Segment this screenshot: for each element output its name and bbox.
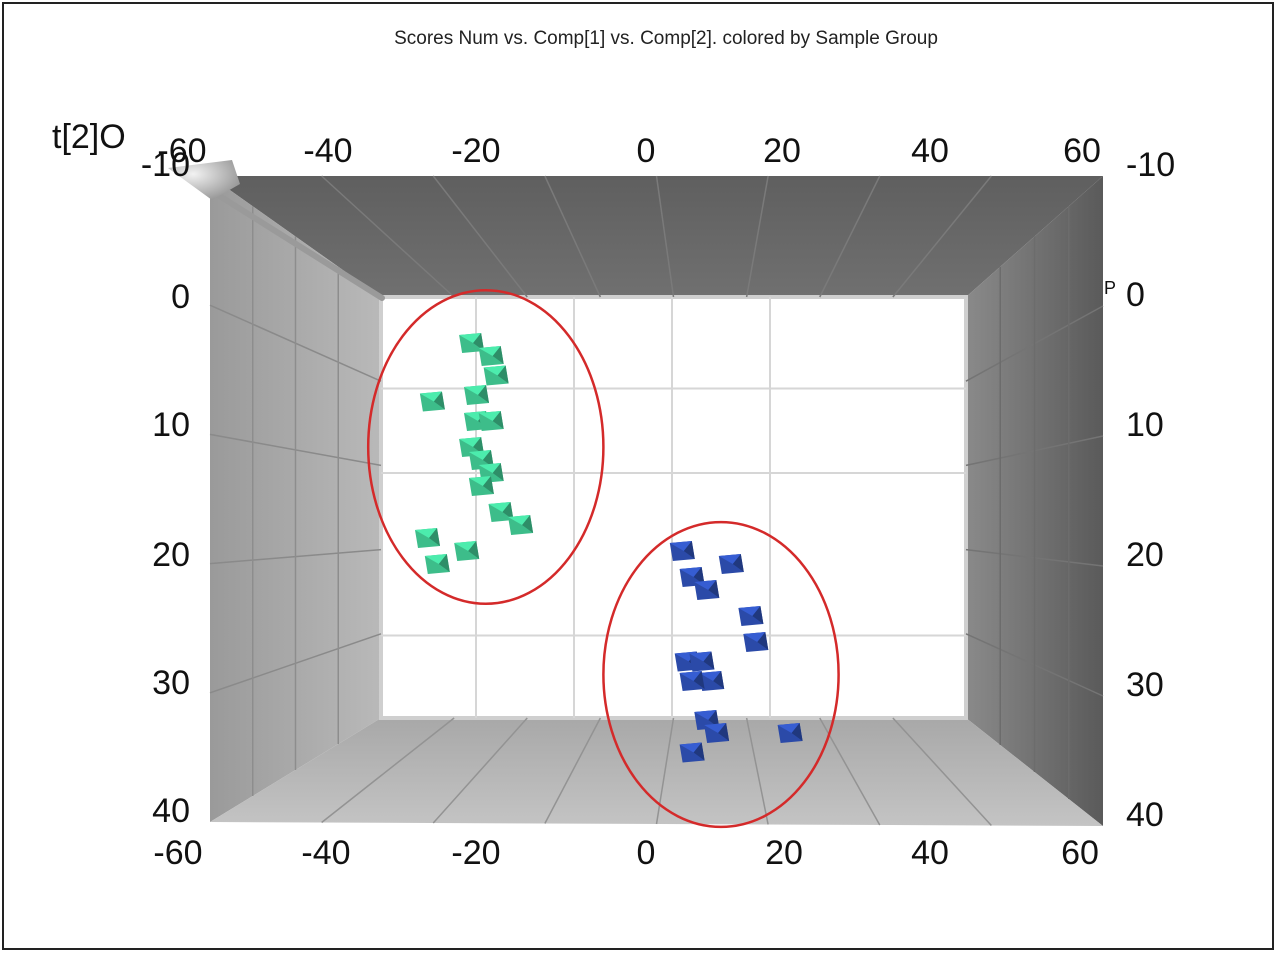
axis-rod: [207, 187, 385, 301]
data-point: [454, 541, 480, 561]
x-tick-label-bottom: -40: [301, 834, 350, 872]
data-point: [478, 411, 504, 431]
data-point: [478, 346, 504, 366]
top-tick-labels: -60 -40 -20 0 20 40 60: [157, 132, 1100, 170]
y-tick-label-left: 20: [152, 536, 190, 574]
x-tick-label-top: -40: [303, 132, 352, 170]
cluster-ellipse: [366, 288, 605, 606]
x-tick-label-top: 60: [1063, 132, 1101, 170]
data-point: [718, 554, 744, 574]
x-tick-label-top: -20: [451, 132, 500, 170]
y-tick-label-right: 20: [1126, 536, 1164, 574]
x-tick-label-bottom: -60: [153, 834, 202, 872]
x-tick-label-bottom: -20: [451, 834, 500, 872]
y-tick-label-right: 0: [1126, 276, 1145, 314]
top-wall-grid-line: [819, 175, 881, 298]
x-tick-label-bottom: 20: [765, 834, 803, 872]
top-wall-grid-line: [745, 175, 769, 298]
y-tick-label-left: 30: [152, 664, 190, 702]
top-wall-grid-line: [655, 175, 675, 298]
bottom-wall-grid-line: [745, 717, 769, 825]
bottom-wall-grid-line: [432, 717, 528, 824]
data-point: [415, 528, 440, 548]
series-2: [669, 541, 803, 763]
data-point: [699, 671, 725, 691]
data-point: [488, 502, 514, 522]
bottom-wall: [210, 718, 1103, 826]
y-tick-label-right: 10: [1126, 406, 1164, 444]
right-axis-fragment: P: [1104, 278, 1116, 298]
data-point: [777, 723, 803, 743]
y-axis-label: t[2]O: [52, 118, 126, 156]
top-wall-grid-line: [321, 175, 455, 298]
data-point: [694, 580, 720, 600]
data-point: [459, 333, 485, 353]
wall-grid-lines: [209, 175, 1104, 827]
top-wall: [210, 176, 1103, 297]
chart-title: Scores Num vs. Comp[1] vs. Comp[2]. colo…: [394, 28, 938, 49]
data-point: [424, 554, 450, 574]
data-point: [419, 391, 445, 412]
y-tick-label-left: 0: [171, 278, 190, 316]
top-wall-grid-line: [432, 175, 528, 298]
y-tick-label-right: 40: [1126, 796, 1164, 834]
y-tick-label-right: -10: [1126, 146, 1175, 184]
data-point: [679, 671, 705, 691]
data-point: [508, 515, 534, 535]
data-point: [743, 632, 769, 652]
x-tick-label-top: 40: [911, 132, 949, 170]
data-point: [689, 651, 715, 672]
plot-back-face: [379, 295, 968, 720]
data-point: [468, 476, 494, 496]
x-tick-label-bottom: 40: [911, 834, 949, 872]
x-tick-label-bottom: 0: [637, 834, 656, 872]
bottom-wall-grid-line: [655, 717, 675, 825]
y-tick-label-left: 10: [152, 406, 190, 444]
data-point: [679, 742, 705, 763]
bottom-wall-grid-line: [892, 717, 992, 827]
axis-cone-icon: [168, 160, 240, 200]
data-point: [483, 365, 509, 386]
series-1: [415, 333, 534, 574]
data-point: [669, 541, 695, 561]
y-tick-label-right: 30: [1126, 666, 1164, 704]
group-ellipses: [366, 288, 840, 829]
data-points: [415, 333, 803, 763]
bottom-tick-labels: -60 -40 -20 0 20 40 60: [153, 834, 1098, 872]
y-tick-label-left: -10: [141, 146, 190, 184]
x-tick-label-top: 20: [763, 132, 801, 170]
bottom-wall-grid-line: [321, 717, 455, 824]
bottom-wall-grid-line: [544, 717, 602, 824]
top-wall-grid-line: [892, 175, 992, 298]
x-tick-label-top: -60: [157, 132, 206, 170]
cluster-ellipse: [602, 520, 840, 829]
x-tick-label-top: 0: [637, 132, 656, 170]
y-tick-label-left: 40: [152, 792, 190, 830]
left-tick-labels: -10 0 10 20 30 40: [141, 146, 190, 830]
data-point: [738, 606, 764, 626]
data-point: [704, 723, 730, 743]
data-point: [464, 385, 489, 405]
top-wall-grid-line: [544, 175, 602, 298]
right-tick-labels: -10 0 10 20 30 40: [1126, 146, 1175, 834]
x-tick-label-bottom: 60: [1061, 834, 1099, 872]
